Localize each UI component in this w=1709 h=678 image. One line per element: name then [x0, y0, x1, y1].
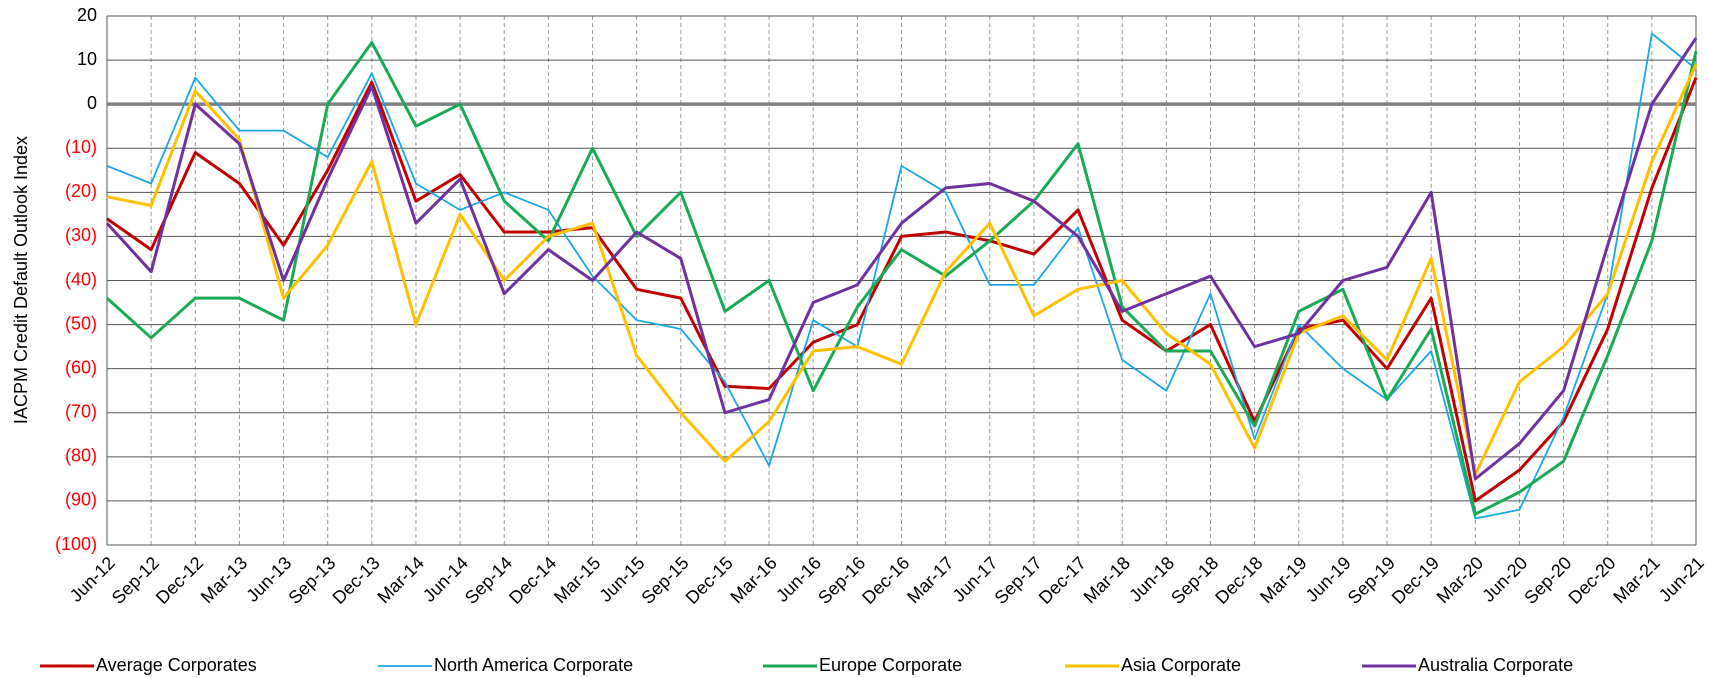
series-line [106, 77, 1698, 503]
x-tick-label: Dec-16 [858, 553, 913, 608]
y-tick-label: (80) [65, 446, 97, 466]
x-tick-label: Sep-15 [637, 553, 692, 608]
x-tick-label: Dec-14 [505, 553, 560, 608]
y-tick-label: (20) [65, 181, 97, 201]
x-tick-label: Mar-16 [727, 553, 781, 607]
y-axis-label: IACPM Credit Default Outlook Index [11, 136, 31, 424]
x-tick-label: Dec-18 [1211, 553, 1266, 608]
y-tick-label: 20 [77, 5, 97, 25]
legend-label: Europe Corporate [819, 655, 962, 675]
legend-label: Australia Corporate [1418, 655, 1573, 675]
x-tick-label: Mar-19 [1256, 553, 1310, 607]
series-line [105, 40, 1698, 516]
x-tick-label: Dec-19 [1388, 553, 1443, 608]
series-line [106, 63, 1698, 476]
y-tick-label: (60) [65, 357, 97, 377]
x-tick-label: Mar-21 [1609, 553, 1663, 607]
y-tick-label: (50) [65, 313, 97, 333]
x-tick-label: Dec-17 [1035, 553, 1090, 608]
legend-label: Average Corporates [96, 655, 257, 675]
x-tick-label: Sep-17 [991, 553, 1046, 608]
series-line [105, 37, 1698, 481]
y-tick-label: (40) [65, 269, 97, 289]
y-tick-label: (70) [65, 402, 97, 422]
x-tick-label: Mar-13 [197, 553, 251, 607]
x-tick-label: Mar-18 [1080, 553, 1134, 607]
y-tick-label: 10 [77, 49, 97, 69]
y-tick-label: (10) [65, 137, 97, 157]
legend-label: North America Corporate [434, 655, 633, 675]
y-tick-label: (90) [65, 490, 97, 510]
x-tick-label: Sep-12 [108, 553, 163, 608]
x-tick-label: Dec-13 [329, 553, 384, 608]
x-tick-label: Sep-19 [1344, 553, 1399, 608]
x-tick-label: Mar-20 [1433, 553, 1487, 607]
x-tick-label: Dec-12 [152, 553, 207, 608]
y-tick-label: (100) [55, 534, 97, 554]
x-tick-label: Dec-20 [1564, 553, 1619, 608]
x-tick-label: Sep-16 [814, 553, 869, 608]
x-tick-label: Sep-20 [1520, 553, 1575, 608]
y-tick-label: (30) [65, 225, 97, 245]
x-tick-label: Sep-18 [1167, 553, 1222, 608]
x-tick-label: Dec-15 [682, 553, 737, 608]
legend-label: Asia Corporate [1121, 655, 1241, 675]
x-tick-label: Mar-15 [550, 553, 604, 607]
x-tick-label: Mar-17 [903, 553, 957, 607]
x-tick-label: Sep-14 [461, 553, 516, 608]
x-tick-label: Mar-14 [373, 553, 427, 607]
y-tick-label: 0 [87, 93, 97, 113]
series-line [106, 32, 1697, 520]
x-tick-label: Sep-13 [284, 553, 339, 608]
x-tick-label: Jun-21 [1655, 553, 1708, 606]
